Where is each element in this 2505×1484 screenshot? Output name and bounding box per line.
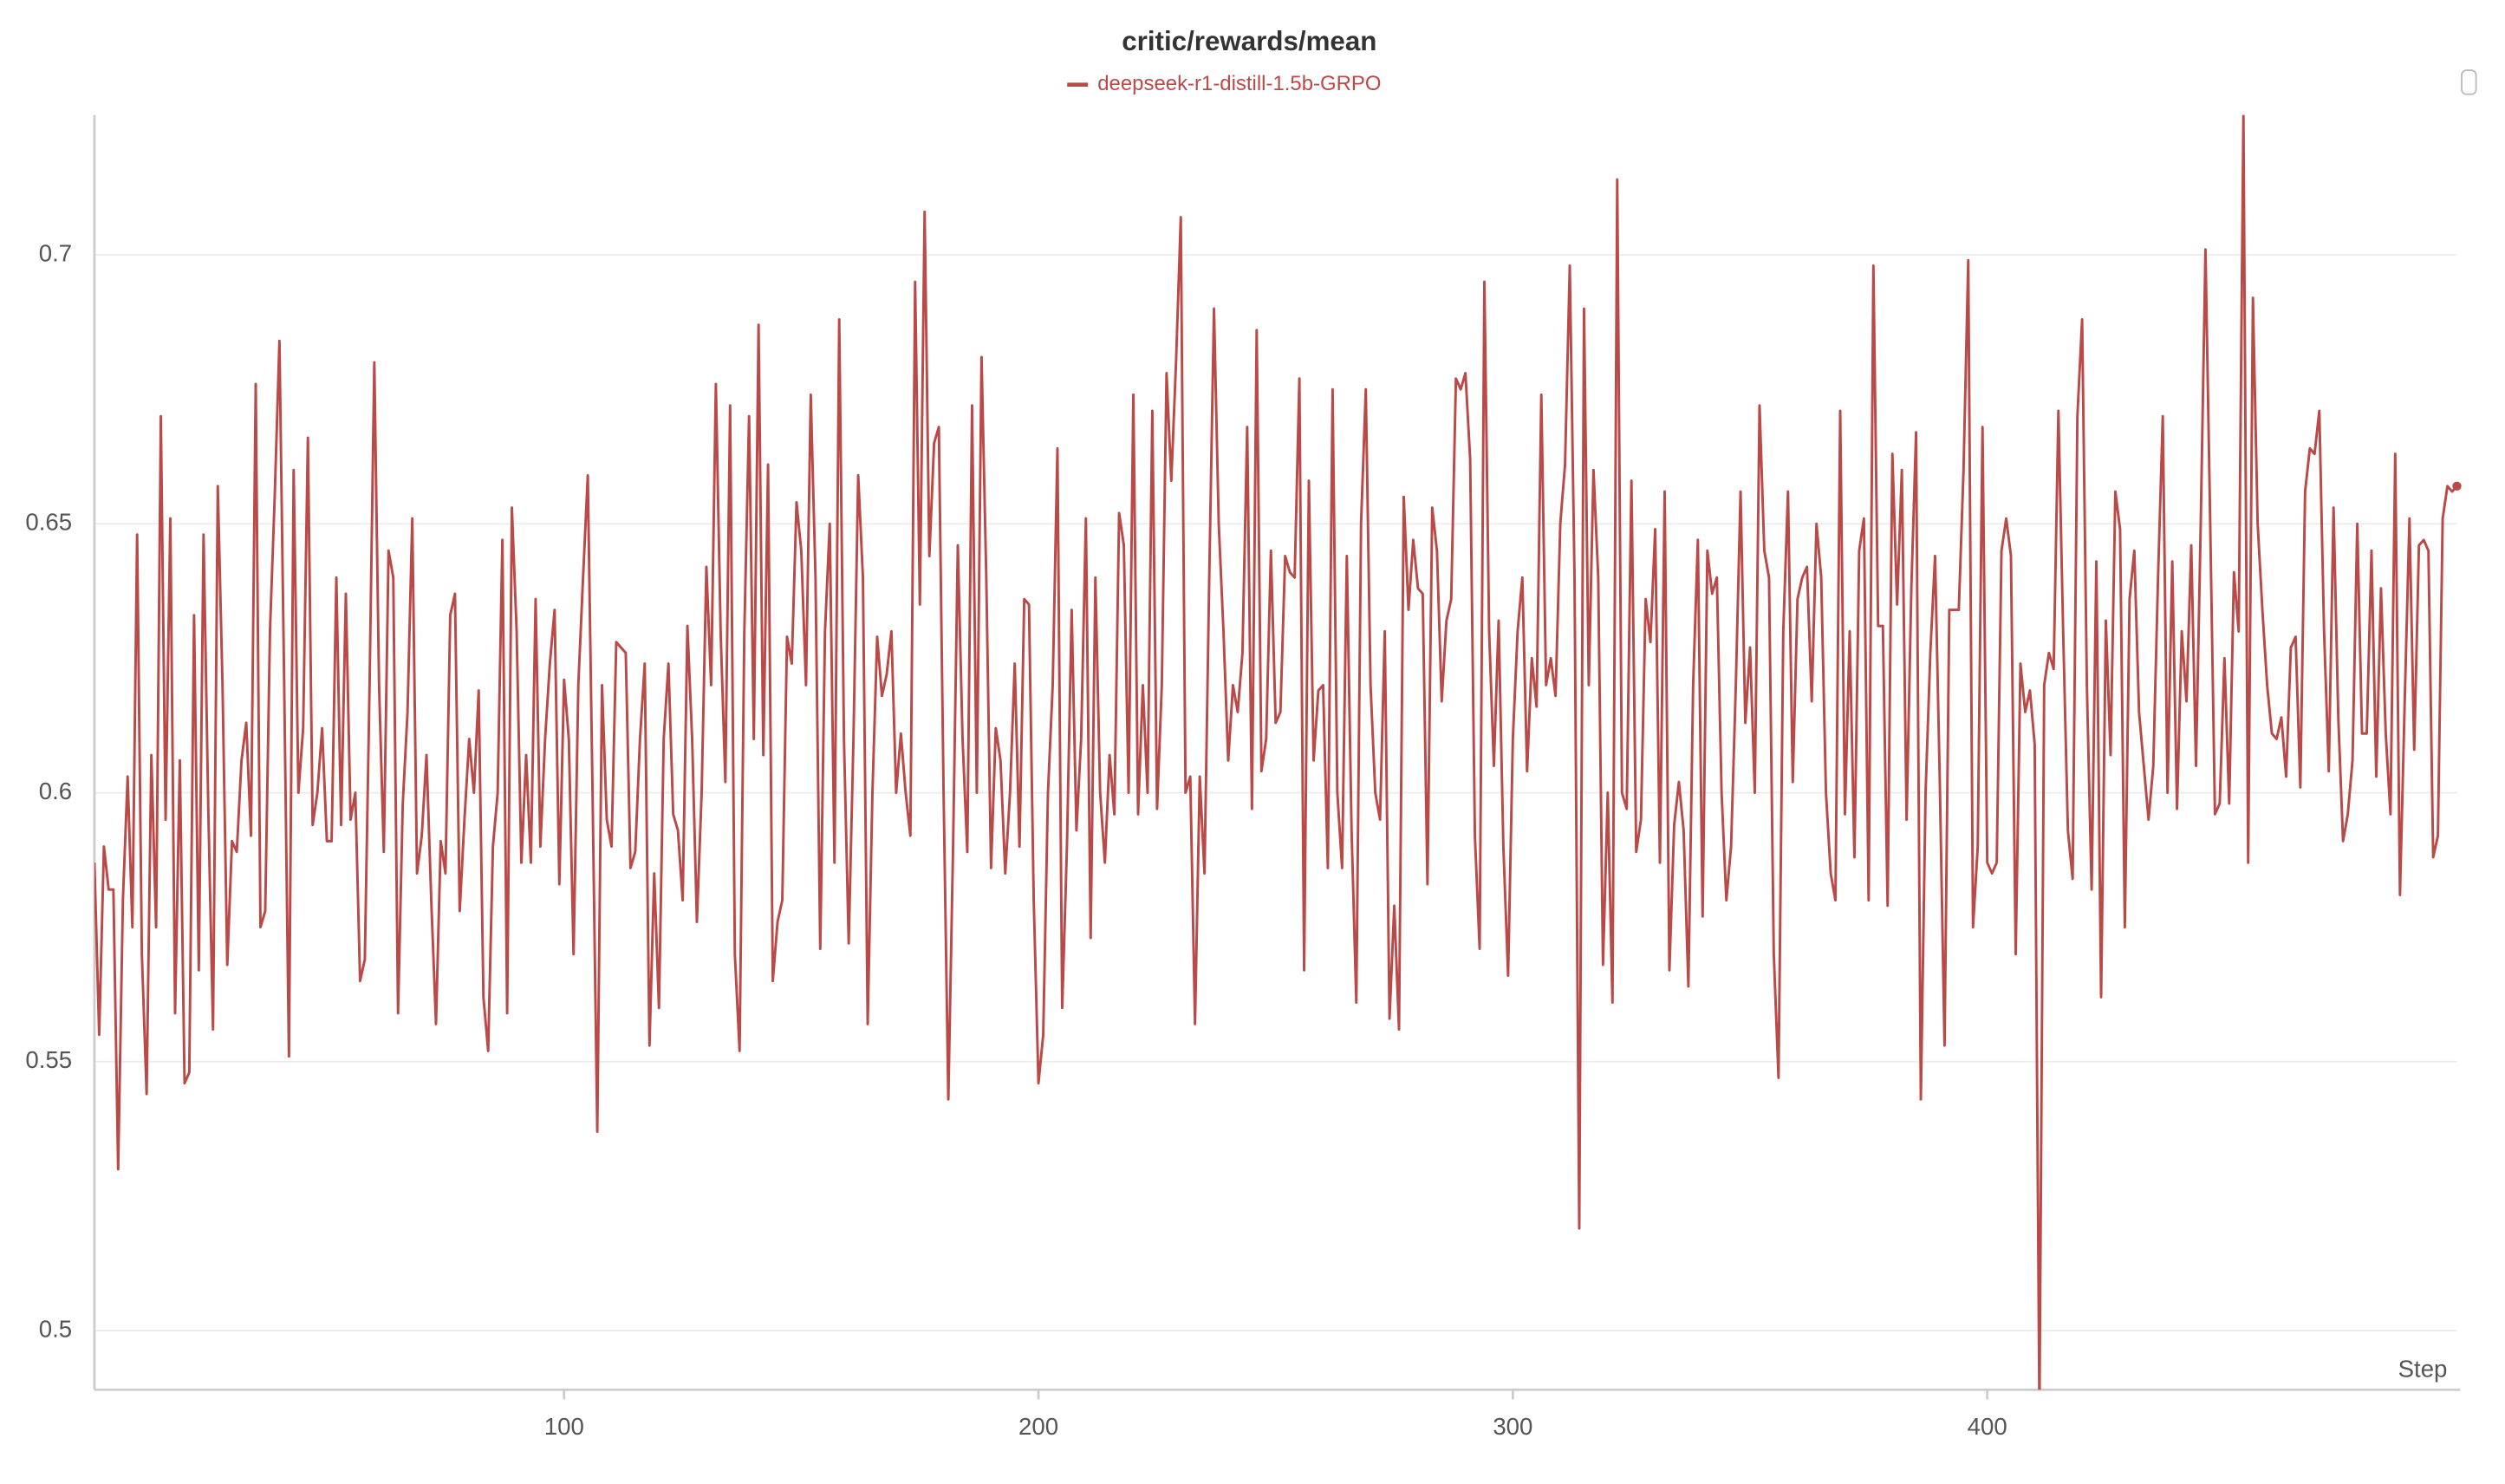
end-point xyxy=(2452,481,2462,491)
y-tick-label: 0.7 xyxy=(39,239,72,266)
y-tick-label: 0.65 xyxy=(25,509,72,536)
scroll-handle[interactable] xyxy=(2461,69,2477,95)
legend: deepseek-r1-distill-1.5b-GRPO xyxy=(1067,72,1382,95)
x-tick-label: 400 xyxy=(1968,1413,2007,1440)
x-tick-label: 100 xyxy=(544,1413,584,1440)
chart-title: critic/rewards/mean xyxy=(1122,26,1376,56)
x-tick-label: 200 xyxy=(1018,1413,1058,1440)
y-tick-label: 0.6 xyxy=(39,778,72,804)
legend-label: deepseek-r1-distill-1.5b-GRPO xyxy=(1097,72,1381,95)
x-tick-label: 300 xyxy=(1493,1413,1532,1440)
x-axis-label: Step xyxy=(2398,1355,2448,1382)
plot-area xyxy=(94,114,2458,1390)
y-tick-label: 0.5 xyxy=(39,1315,72,1342)
data-line xyxy=(94,114,2458,1390)
y-tick-label: 0.55 xyxy=(25,1046,72,1073)
